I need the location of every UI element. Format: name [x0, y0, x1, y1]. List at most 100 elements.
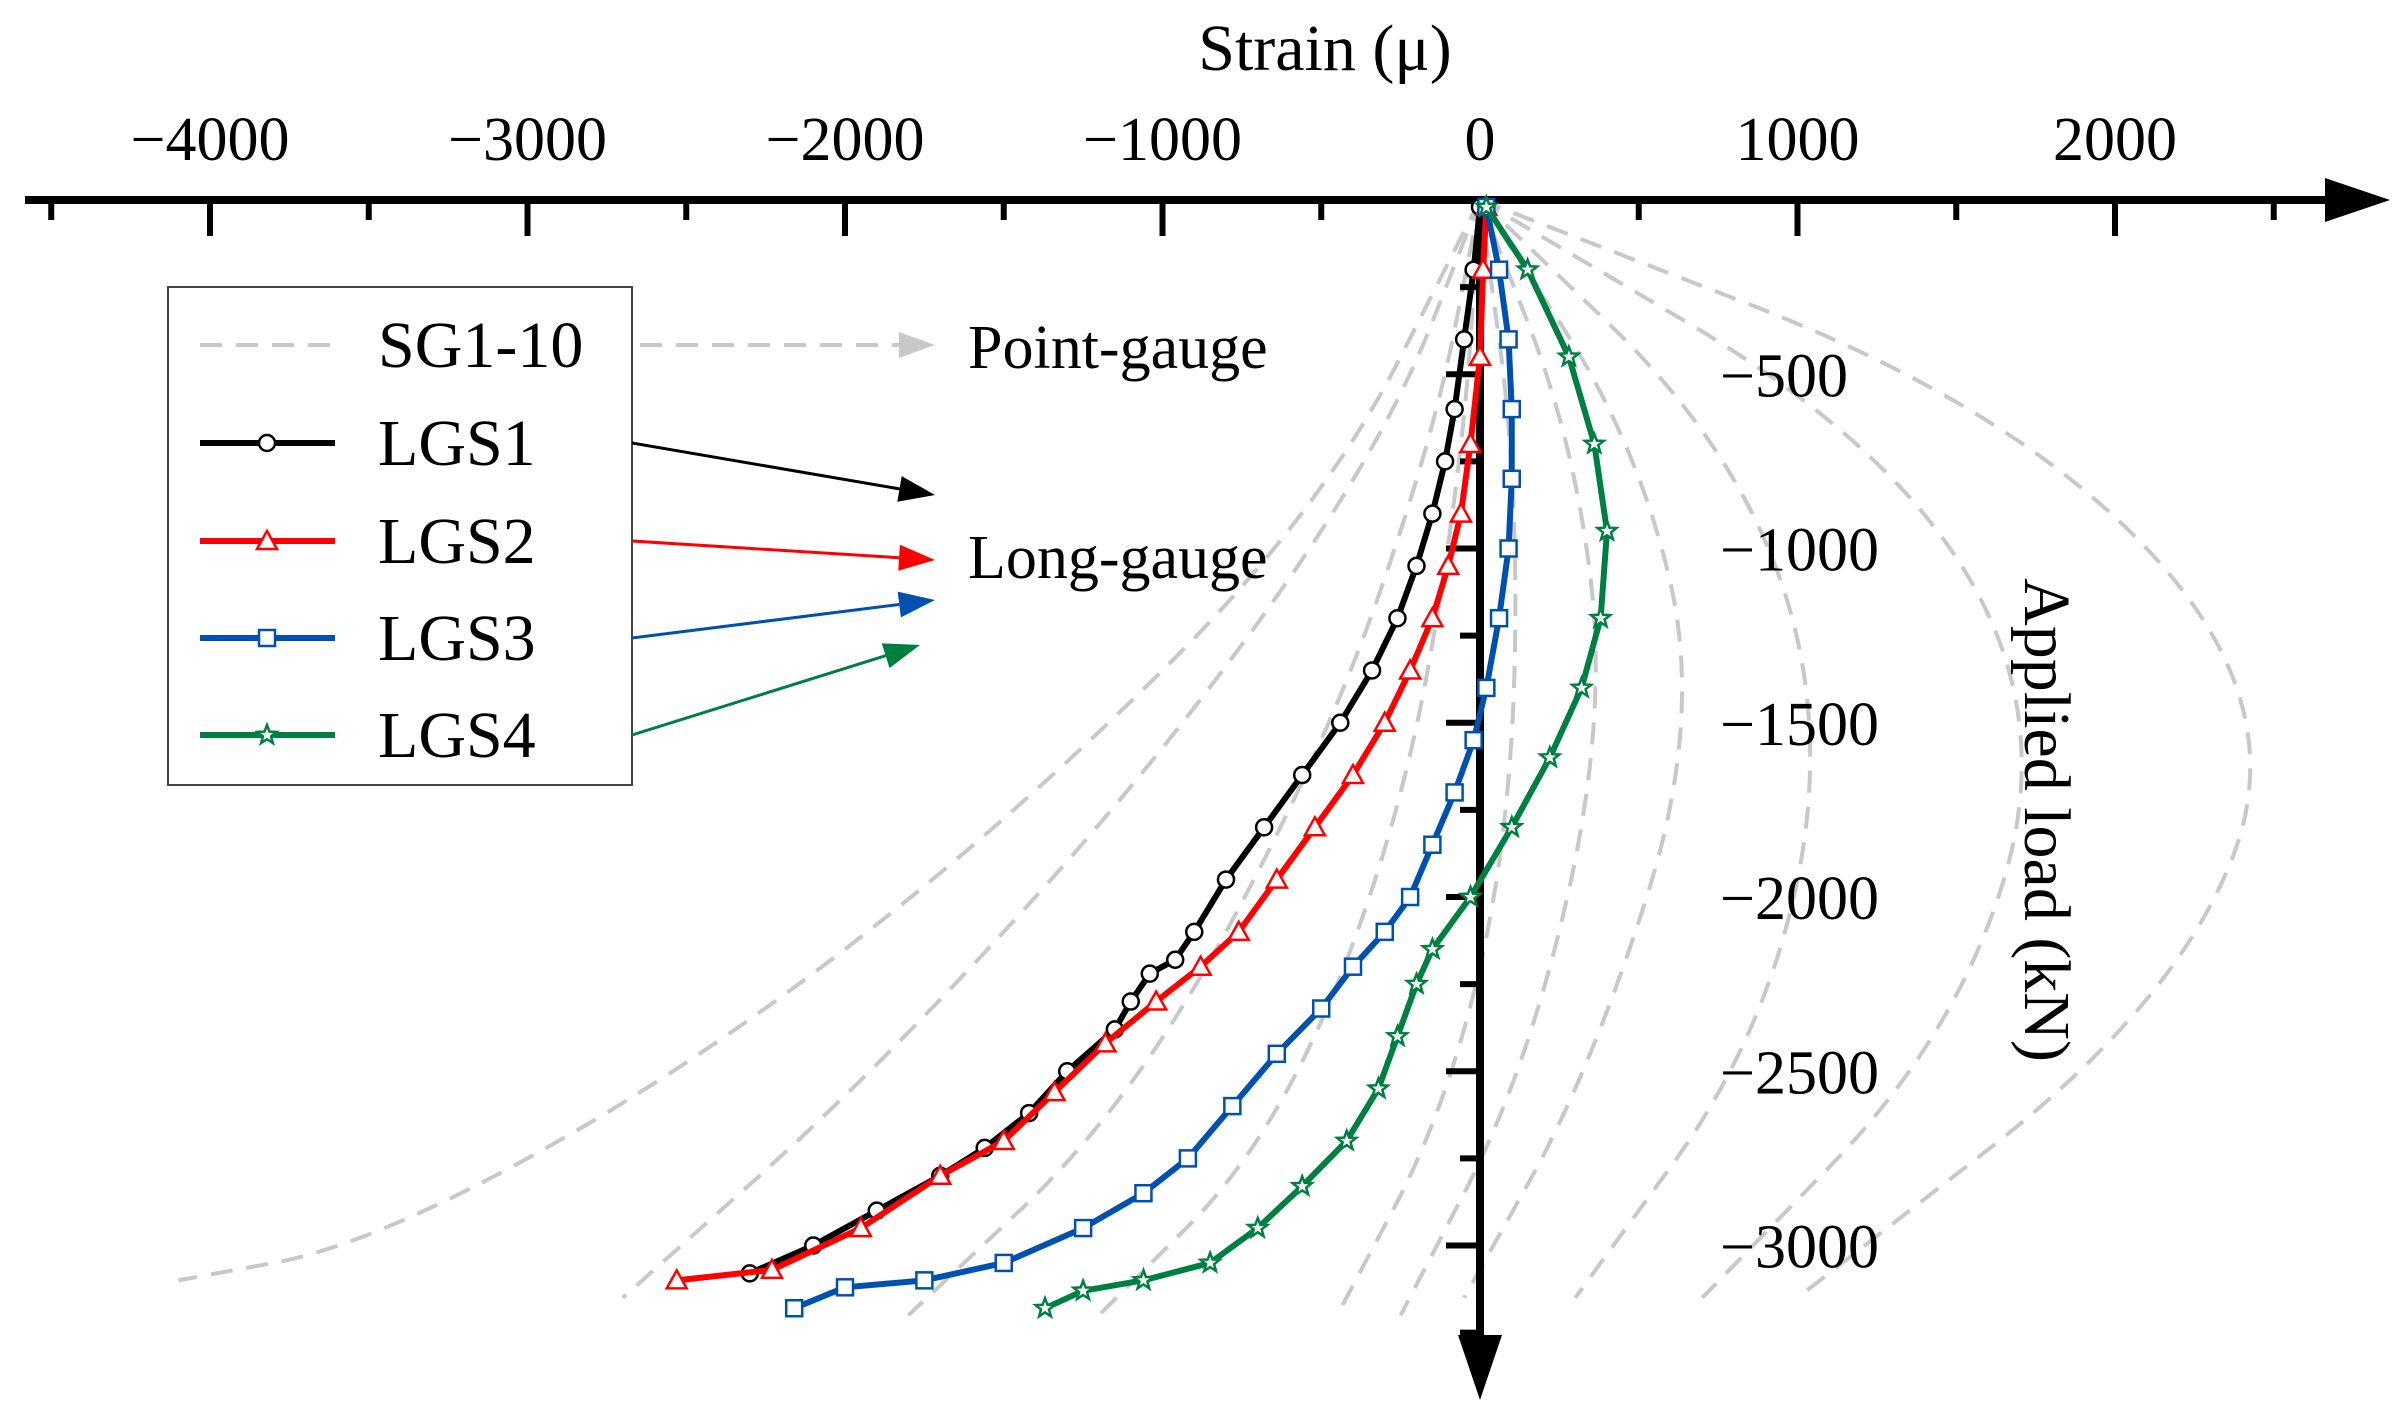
data-point-lgs2 [759, 1257, 785, 1280]
data-point-lgs4 [1568, 674, 1595, 699]
legend-arrow-lgs4 [631, 654, 887, 737]
data-point-lgs4 [1473, 193, 1500, 219]
data-point-lgs2 [1340, 762, 1366, 785]
data-point-lgs1 [1407, 556, 1426, 576]
data-point-lgs4 [1130, 1266, 1157, 1292]
data-series [664, 193, 1620, 1320]
legend-label-sg1-10: SG1-10 [378, 309, 583, 382]
legend-label-lgs2: LGS2 [378, 505, 536, 578]
data-point-lgs3 [1499, 539, 1518, 558]
x-tick-label: 0 [1465, 106, 1496, 174]
x-tick-label: −3000 [448, 106, 607, 174]
legend-marker-lgs2 [254, 528, 280, 551]
data-point-lgs4 [1403, 970, 1430, 996]
data-point-lgs4 [1556, 343, 1582, 368]
sg-curve-4 [1097, 199, 1482, 1317]
sg-curve-9 [1478, 198, 2024, 1300]
legend-label-lgs3: LGS3 [378, 602, 536, 675]
data-point-lgs4 [1032, 1294, 1058, 1320]
data-point-lgs3 [1502, 399, 1521, 419]
legend-arrow-lgs1 [631, 441, 900, 491]
axes: −4000 −3000 −2000 −1000 0 1000 2000 −500 −1000 −1… [25, 106, 2390, 1400]
data-point-lgs2 [1188, 954, 1213, 976]
data-point-lgs4 [1365, 1075, 1392, 1100]
data-point-lgs2 [1264, 867, 1289, 889]
sg-reference-curves [177, 198, 2253, 1317]
data-point-lgs2 [928, 1163, 953, 1186]
data-point-lgs1 [1435, 452, 1455, 471]
data-point-lgs1 [1388, 608, 1407, 628]
data-point-lgs2 [1471, 257, 1496, 279]
data-point-lgs4 [1070, 1277, 1096, 1302]
data-point-lgs2 [1093, 1030, 1118, 1053]
data-point-lgs2 [848, 1215, 873, 1238]
legend-arrowhead-sg1-10 [899, 332, 935, 358]
series-lgs3 [784, 197, 1521, 1318]
sg-curve-6 [1398, 199, 1598, 1317]
data-point-lgs3 [835, 1278, 855, 1297]
series-lgs2 [664, 194, 1499, 1290]
legend-arrowhead-lgs4 [881, 643, 920, 669]
annotations: Point-gauge Long-gauge [968, 314, 1268, 592]
data-point-lgs1 [1254, 818, 1274, 837]
legend-arrowhead-lgs3 [897, 591, 935, 618]
data-point-lgs4 [1333, 1127, 1360, 1152]
data-point-lgs3 [1489, 608, 1509, 628]
series-line-lgs2 [676, 206, 1490, 1284]
data-point-lgs1 [1121, 992, 1140, 1011]
legend-arrow-lgs3 [631, 602, 900, 640]
series-lgs4 [1032, 193, 1620, 1320]
data-point-lgs3 [1178, 1149, 1198, 1168]
data-point-lgs3 [1312, 999, 1331, 1018]
data-point-lgs3 [784, 1298, 804, 1318]
data-point-lgs1 [1362, 661, 1382, 680]
data-point-lgs2 [1042, 1079, 1067, 1102]
data-point-lgs1 [1185, 922, 1204, 942]
x-tick-label: −2000 [766, 106, 925, 174]
data-point-lgs3 [1502, 469, 1521, 489]
y-tick-label: −2500 [1720, 1039, 1879, 1107]
y-tick-label: −1000 [1720, 517, 1879, 585]
x-axis-title: Strain (μ) [1198, 12, 1452, 85]
data-point-lgs1 [1165, 950, 1185, 969]
data-point-lgs2 [1226, 919, 1251, 942]
sg-curve-10 [1479, 198, 2253, 1300]
legend-marker-lgs4 [254, 721, 280, 746]
series-line-lgs3 [793, 206, 1515, 1312]
data-point-lgs3 [1134, 1183, 1153, 1203]
data-point-lgs2 [1398, 657, 1423, 680]
data-point-lgs3 [1477, 678, 1496, 698]
data-point-lgs2 [1302, 814, 1328, 837]
data-point-lgs2 [664, 1267, 689, 1290]
series-lgs1 [740, 197, 1490, 1283]
legend-label-lgs4: LGS4 [378, 699, 536, 772]
data-point-lgs4 [1498, 813, 1525, 839]
data-point-lgs1 [1454, 330, 1474, 349]
y-tick-label: −500 [1720, 342, 1848, 410]
x-tick-label: 1000 [1736, 106, 1860, 174]
legend-arrow-lgs2 [631, 539, 900, 560]
y-tick-label: −1500 [1720, 691, 1879, 759]
sg-curve-2 [621, 199, 1482, 1300]
sg-curve-1 [177, 199, 1482, 1283]
data-point-lgs4 [1581, 430, 1608, 455]
data-point-lgs1 [1216, 870, 1236, 889]
x-tick-label: −4000 [131, 106, 290, 174]
annotation-long-gauge: Long-gauge [968, 524, 1268, 592]
data-point-lgs3 [1267, 1044, 1287, 1064]
legend-arrowhead-lgs1 [897, 476, 935, 502]
sg-curve-8 [1478, 198, 1813, 1299]
data-point-lgs3 [994, 1253, 1013, 1273]
y-axis-title: Applied load (kN) [2010, 578, 2083, 1062]
data-point-lgs2 [1448, 501, 1474, 523]
data-point-lgs4 [1536, 744, 1563, 769]
x-tick-label: −1000 [1083, 106, 1242, 174]
legend: SG1-10 LGS1 LGS2 LGS3 LGS4 [167, 286, 935, 786]
data-point-lgs3 [1499, 330, 1518, 349]
data-point-lgs2 [1436, 553, 1461, 576]
data-point-lgs2 [1144, 988, 1169, 1011]
data-point-lgs1 [1445, 399, 1464, 419]
data-point-lgs3 [1464, 730, 1483, 750]
legend-label-lgs1: LGS1 [378, 407, 536, 480]
